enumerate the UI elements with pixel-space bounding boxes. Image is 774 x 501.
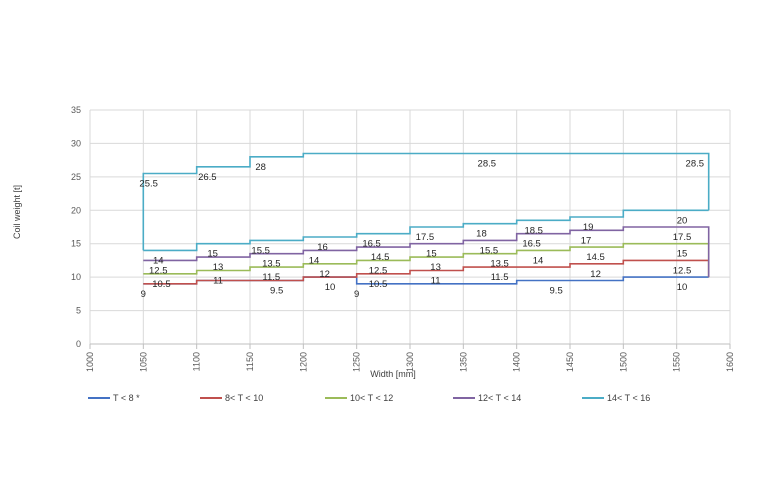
series-line-3 bbox=[143, 226, 710, 278]
data-label: 14 bbox=[153, 255, 164, 266]
data-label: 9 bbox=[141, 289, 146, 300]
data-label: 12 bbox=[319, 269, 330, 280]
x-tick-label: 1600 bbox=[725, 352, 735, 372]
data-label: 16.5 bbox=[362, 239, 381, 250]
data-label: 18.5 bbox=[524, 225, 543, 236]
x-axis-ticks: 1000 1050 1100 1150 1200 1250 1300 1350 1400 1450… bbox=[85, 352, 735, 372]
data-label: 19 bbox=[583, 222, 594, 233]
x-tick-label: 1500 bbox=[618, 352, 628, 372]
data-label: 15 bbox=[426, 249, 437, 260]
x-axis-title: Width [mm] bbox=[370, 369, 416, 379]
legend-label: 10< T < 12 bbox=[350, 393, 393, 403]
data-label: 12.5 bbox=[673, 265, 692, 276]
data-label: 28.5 bbox=[478, 158, 497, 169]
data-label: 10.5 bbox=[369, 279, 388, 290]
data-labels: 9 9.5 10 9 9.5 10 10.5 11 11.5 12 10.5 11 11.5 12 12.5… bbox=[139, 158, 704, 299]
series-lines bbox=[142, 152, 710, 285]
data-label: 16.5 bbox=[522, 239, 541, 250]
data-label: 15.5 bbox=[251, 245, 270, 256]
data-label: 17.5 bbox=[673, 232, 692, 243]
y-axis-ticks: 0 5 10 15 20 25 30 35 bbox=[71, 105, 81, 349]
data-label: 9 bbox=[354, 289, 359, 300]
data-label: 9.5 bbox=[270, 285, 283, 296]
data-label: 12.5 bbox=[149, 265, 168, 276]
data-label: 13 bbox=[213, 262, 224, 273]
data-label: 12.5 bbox=[369, 265, 388, 276]
x-tick-label: 1200 bbox=[298, 352, 308, 372]
data-label: 28 bbox=[255, 162, 266, 173]
data-label: 13 bbox=[430, 262, 441, 273]
legend-label: 14< T < 16 bbox=[607, 393, 650, 403]
x-tick-label: 1300 bbox=[405, 352, 415, 372]
data-label: 9.5 bbox=[550, 285, 563, 296]
y-tick-label: 20 bbox=[71, 205, 81, 215]
y-tick-label: 25 bbox=[71, 172, 81, 182]
data-label: 10.5 bbox=[152, 279, 171, 290]
x-tick-label: 1100 bbox=[192, 352, 202, 371]
data-label: 17.5 bbox=[416, 232, 435, 243]
data-label: 11 bbox=[213, 275, 223, 286]
x-tick-label: 1150 bbox=[245, 352, 255, 371]
series-line-2 bbox=[143, 242, 710, 278]
x-tick-label: 1450 bbox=[565, 352, 575, 372]
data-label: 13.5 bbox=[262, 259, 281, 270]
y-tick-label: 5 bbox=[76, 306, 81, 316]
y-tick-label: 0 bbox=[76, 339, 81, 349]
data-label: 11.5 bbox=[262, 272, 280, 283]
y-axis-title: Coil weight [t] bbox=[12, 185, 22, 239]
data-label: 15 bbox=[677, 249, 688, 260]
legend-label: T < 8 * bbox=[113, 393, 140, 403]
data-label: 12 bbox=[590, 269, 601, 280]
data-label: 11.5 bbox=[491, 272, 509, 283]
data-label: 16 bbox=[317, 242, 328, 253]
x-tick-label: 1400 bbox=[512, 352, 522, 372]
data-label: 14 bbox=[533, 255, 544, 266]
legend-label: 8< T < 10 bbox=[225, 393, 263, 403]
data-label: 26.5 bbox=[198, 172, 217, 183]
x-tick-label: 1350 bbox=[458, 352, 468, 372]
data-label: 18 bbox=[476, 229, 487, 240]
data-label: 15.5 bbox=[480, 245, 499, 256]
data-label: 10 bbox=[325, 282, 336, 293]
data-label: 14.5 bbox=[586, 252, 605, 263]
y-tick-label: 15 bbox=[71, 239, 81, 249]
data-label: 28.5 bbox=[686, 158, 705, 169]
series-line-1 bbox=[143, 259, 710, 285]
data-label: 25.5 bbox=[139, 179, 158, 190]
x-tick-label: 1050 bbox=[138, 352, 148, 372]
y-tick-label: 10 bbox=[71, 272, 81, 282]
data-label: 14 bbox=[309, 255, 320, 266]
legend: T < 8 * 8< T < 10 10< T < 12 12< T < 14 14< … bbox=[88, 393, 650, 403]
data-label: 13.5 bbox=[490, 259, 509, 270]
data-label: 10 bbox=[677, 282, 688, 293]
y-tick-label: 35 bbox=[71, 105, 81, 115]
series-line-4 bbox=[142, 152, 710, 252]
legend-label: 12< T < 14 bbox=[478, 393, 521, 403]
x-tick-label: 1250 bbox=[352, 352, 362, 372]
x-tick-label: 1000 bbox=[85, 352, 95, 372]
data-label: 20 bbox=[677, 215, 688, 226]
x-tick-label: 1550 bbox=[672, 352, 682, 372]
y-tick-label: 30 bbox=[71, 138, 81, 148]
data-label: 14.5 bbox=[371, 252, 390, 263]
data-label: 17 bbox=[581, 235, 592, 246]
data-label: 15 bbox=[207, 249, 218, 260]
data-label: 11 bbox=[431, 275, 441, 286]
